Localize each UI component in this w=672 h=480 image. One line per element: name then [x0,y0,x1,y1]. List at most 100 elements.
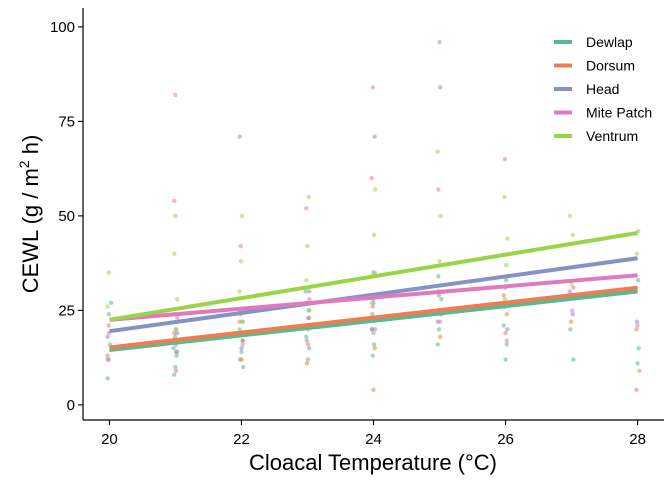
data-point-ventrum [503,262,509,268]
data-point-dewlap [504,342,509,347]
data-point-dewlap [503,357,508,362]
data-point-ventrum [106,270,112,275]
y-tick-label: 50 [58,208,75,225]
x-axis-ticks: 20 22 24 26 28 [101,420,646,448]
y-axis-ticks: 0 25 50 75 100 [50,19,83,414]
trend-line-dorsum [109,285,638,350]
data-point-ventrum [304,277,309,283]
data-point-mite-patch [105,357,110,362]
data-point-mite-patch [304,206,309,211]
data-point-dorsum [304,361,310,366]
data-point-dewlap [370,311,375,317]
data-point-ventrum [305,243,310,249]
data-point-dorsum [106,323,112,328]
data-point-dewlap [303,289,308,294]
data-point-head [567,289,572,294]
trend-line-dewlap [109,289,638,353]
x-tick-label: 20 [101,431,118,448]
data-point-dewlap [439,296,444,302]
data-point-head [635,277,641,283]
data-point-head [239,345,244,351]
data-point-mite-patch [369,175,374,181]
data-point-dewlap [307,345,312,351]
y-axis-title: CEWL (g / m2 h) [16,135,43,294]
legend-label-ventrum: Ventrum [586,128,638,144]
data-point-dewlap [171,345,176,351]
data-point-dewlap [636,345,641,351]
data-point-dewlap [173,364,178,370]
y-axis-title-tail: h) [18,135,43,161]
data-point-dorsum [105,353,110,358]
legend-label-dorsum: Dorsum [586,58,635,74]
data-point-ventrum [502,194,507,200]
data-point-head [437,85,443,90]
data-point-ventrum [567,213,572,219]
data-point-ventrum [505,236,510,241]
data-point-ventrum [435,149,440,154]
data-point-mite-patch [371,330,376,336]
data-point-mite-patch [172,198,177,203]
data-point-dewlap [239,349,244,355]
data-point-mite-patch [437,39,442,45]
trend-line-mite-patch [109,273,638,322]
trend-lines-layer [109,230,638,353]
data-point-mite-patch [437,319,443,324]
trend-line-ventrum [109,230,638,322]
legend: Dewlap Dorsum Head Mite Patch Ventrum [554,34,652,144]
legend-label-dewlap: Dewlap [586,34,633,50]
data-point-head [570,311,575,317]
data-point-head [237,134,242,139]
points-layer [105,39,642,392]
data-point-ventrum [369,300,374,306]
data-point-mite-patch [635,323,640,328]
data-point-dorsum [504,311,509,317]
data-point-dorsum [240,338,245,343]
data-point-dorsum [568,319,574,324]
x-tick-label: 28 [629,431,646,448]
data-point-ventrum [306,194,311,200]
data-point-dewlap [109,300,114,306]
x-tick-label: 26 [497,431,514,448]
data-point-dewlap [635,361,640,366]
x-tick-label: 24 [365,431,382,448]
data-point-dorsum [305,342,311,347]
data-point-dorsum [501,293,506,298]
data-point-dewlap [435,342,440,347]
data-point-ventrum [437,259,442,264]
x-tick-label: 22 [233,431,250,448]
data-point-mite-patch [569,308,575,313]
data-point-dewlap [304,334,309,340]
data-point-ventrum [238,259,244,264]
y-tick-label: 25 [58,302,75,319]
data-point-ventrum [371,232,377,237]
data-point-head [370,327,375,332]
data-point-ventrum [173,327,179,332]
data-point-head [175,330,180,336]
data-point-dewlap [105,376,110,381]
data-point-ventrum [240,319,245,324]
data-point-dewlap [172,372,177,377]
x-axis-title: Cloacal Temperature (°C) [249,450,497,475]
data-point-mite-patch [307,296,312,302]
y-tick-label: 0 [67,397,75,414]
data-point-ventrum [634,251,640,256]
data-point-mite-patch [502,156,508,162]
data-point-dewlap [174,353,179,358]
data-point-dewlap [237,327,242,332]
data-point-dorsum [503,330,508,336]
data-point-head [305,315,311,321]
data-point-dewlap [571,357,576,362]
data-point-head [106,311,112,317]
y-tick-label: 75 [58,113,75,130]
data-point-mite-patch [175,315,180,321]
data-point-head [307,289,312,294]
legend-label-mite-patch: Mite Patch [586,105,652,121]
data-point-head [436,293,442,298]
data-point-ventrum [307,308,312,313]
y-tick-label: 100 [50,19,75,36]
data-point-head [304,338,310,343]
data-point-dorsum [173,368,179,374]
data-point-mite-patch [634,387,639,392]
data-point-ventrum [173,213,178,219]
